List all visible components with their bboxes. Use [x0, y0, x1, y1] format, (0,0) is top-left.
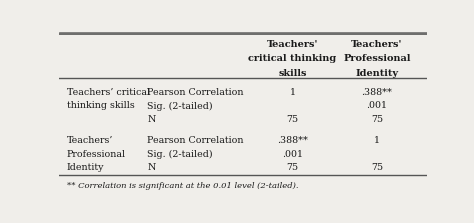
Text: 75: 75: [286, 115, 299, 124]
Text: Teachers’ critical: Teachers’ critical: [66, 88, 150, 97]
Text: Identity: Identity: [66, 163, 104, 172]
Text: critical thinking: critical thinking: [248, 54, 337, 63]
Text: 75: 75: [371, 115, 383, 124]
Text: Identity: Identity: [356, 69, 399, 78]
Text: Professional: Professional: [66, 150, 126, 159]
Text: Pearson Correlation: Pearson Correlation: [147, 136, 244, 145]
Text: .001: .001: [366, 101, 388, 110]
Text: Teachers': Teachers': [267, 40, 318, 49]
Text: Professional: Professional: [343, 54, 411, 63]
Text: N: N: [147, 163, 156, 172]
Text: 75: 75: [286, 163, 299, 172]
Text: Teachers’: Teachers’: [66, 136, 113, 145]
Text: skills: skills: [278, 69, 307, 78]
Text: 1: 1: [374, 136, 380, 145]
Text: .388**: .388**: [277, 136, 308, 145]
Text: Teachers': Teachers': [351, 40, 403, 49]
Text: Sig. (2-tailed): Sig. (2-tailed): [147, 150, 213, 159]
Text: Pearson Correlation: Pearson Correlation: [147, 88, 244, 97]
Text: 1: 1: [290, 88, 295, 97]
Text: Sig. (2-tailed): Sig. (2-tailed): [147, 101, 213, 111]
Text: .001: .001: [282, 150, 303, 159]
Text: thinking skills: thinking skills: [66, 101, 134, 110]
Text: ** Correlation is significant at the 0.01 level (2-tailed).: ** Correlation is significant at the 0.0…: [66, 182, 298, 190]
Text: N: N: [147, 115, 156, 124]
Text: .388**: .388**: [362, 88, 392, 97]
Text: 75: 75: [371, 163, 383, 172]
